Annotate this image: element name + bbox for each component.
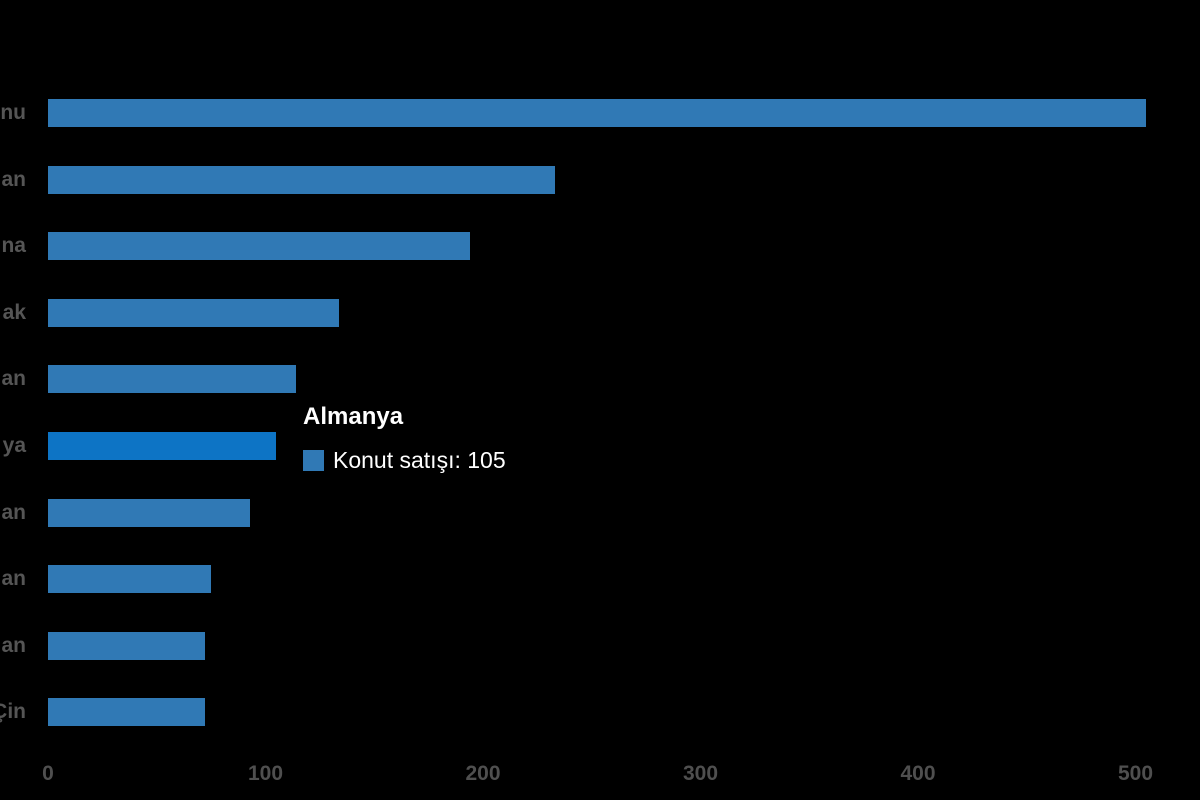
bar-9[interactable] bbox=[48, 698, 205, 726]
x-axis-label-200: 200 bbox=[465, 762, 501, 785]
tooltip-row: Konut satışı: 105 bbox=[303, 447, 506, 474]
x-axis-label-500: 500 bbox=[1117, 762, 1154, 785]
category-label-8: an bbox=[1, 634, 26, 657]
category-label-9: Çin bbox=[0, 700, 26, 723]
category-label-1: an bbox=[1, 168, 26, 191]
category-label-3: ak bbox=[2, 301, 26, 324]
tooltip-title: Almanya bbox=[303, 403, 404, 430]
x-axis-label-300: 300 bbox=[682, 762, 719, 785]
x-axis-label-100: 100 bbox=[247, 762, 284, 785]
bar-1[interactable] bbox=[48, 166, 555, 194]
tooltip: Almanya Konut satışı: 105 bbox=[303, 403, 506, 474]
bar-7[interactable] bbox=[48, 565, 211, 593]
bar-5[interactable] bbox=[48, 432, 276, 460]
x-axis-label-0: 0 bbox=[42, 762, 54, 785]
category-label-5: ya bbox=[2, 434, 26, 457]
bar-3[interactable] bbox=[48, 299, 339, 327]
x-axis-label-400: 400 bbox=[900, 762, 936, 785]
category-label-6: an bbox=[1, 501, 26, 524]
series-swatch-icon bbox=[303, 450, 324, 471]
bar-8[interactable] bbox=[48, 632, 205, 660]
bar-0[interactable] bbox=[48, 99, 1146, 127]
category-label-0: nu bbox=[0, 101, 26, 124]
category-label-7: an bbox=[1, 567, 26, 590]
category-label-4: an bbox=[1, 367, 26, 390]
bar-6[interactable] bbox=[48, 499, 250, 527]
bar-2[interactable] bbox=[48, 232, 470, 260]
tooltip-value-text: Konut satışı: 105 bbox=[333, 447, 506, 473]
category-label-2: na bbox=[1, 234, 26, 257]
bar-4[interactable] bbox=[48, 365, 296, 393]
